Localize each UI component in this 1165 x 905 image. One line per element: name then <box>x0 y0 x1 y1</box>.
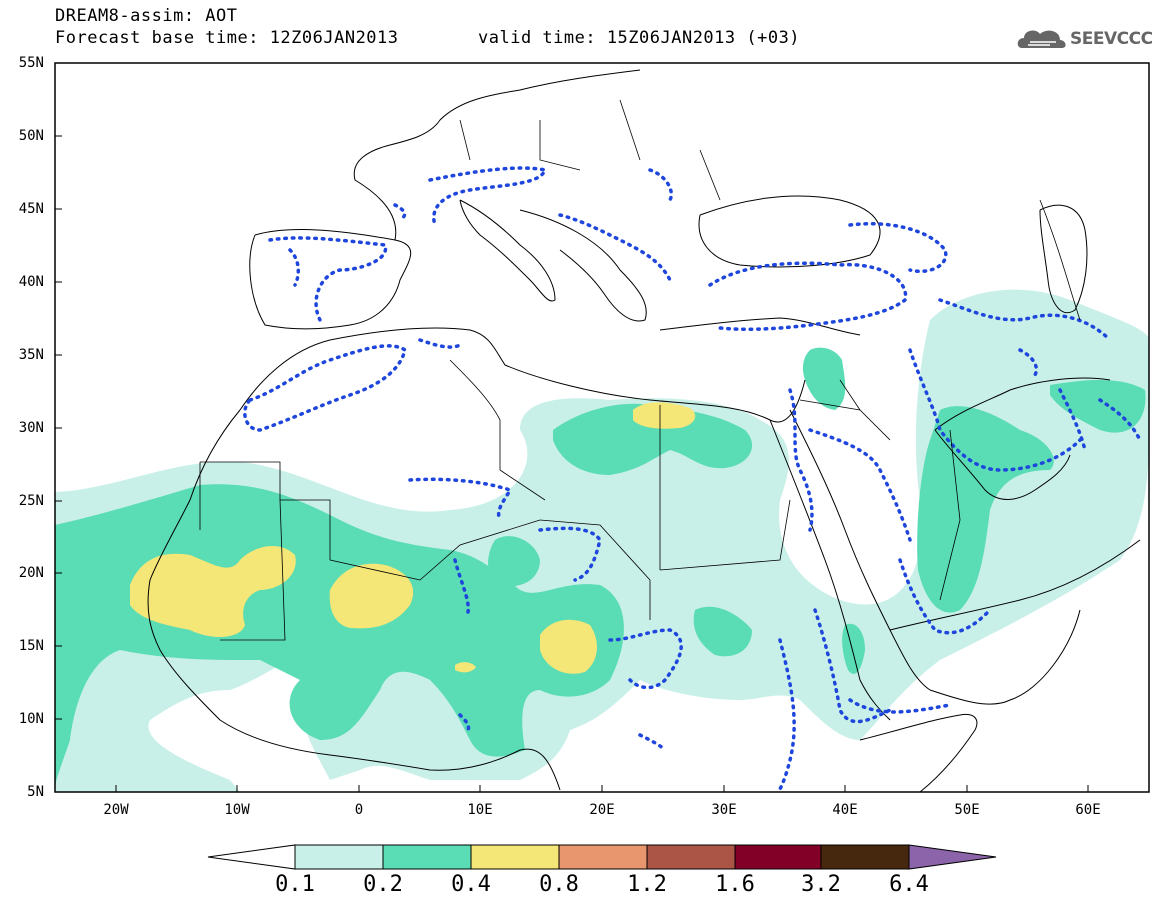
colorbar-label: 1.2 <box>627 872 667 897</box>
valid-time: valid time: 15Z06JAN2013 (+03) <box>478 28 801 48</box>
lon-label: 20E <box>589 802 615 818</box>
seevccc-logo-icon <box>1017 30 1066 48</box>
lat-label: 50N <box>18 128 44 144</box>
dotted-contours <box>243 166 1142 792</box>
map-title: DREAM8-assim: AOT <box>55 6 238 26</box>
country-borders <box>199 99 1081 641</box>
colorbar-label: 6.4 <box>889 872 929 897</box>
colorbar-label: 0.8 <box>539 872 579 897</box>
lon-label: 10W <box>224 802 250 818</box>
lat-label: 20N <box>18 565 44 581</box>
lat-label: 25N <box>18 493 44 509</box>
lat-label: 15N <box>18 638 44 654</box>
lat-label: 40N <box>18 274 44 290</box>
lon-label: 40E <box>832 802 858 818</box>
aot-contour-0.1 <box>55 289 1149 792</box>
lat-label: 35N <box>18 347 44 363</box>
lon-label: 20W <box>103 802 129 818</box>
lat-label: 5N <box>27 784 44 800</box>
lat-label: 30N <box>18 420 44 436</box>
lat-label: 55N <box>18 55 44 71</box>
colorbar <box>207 844 997 870</box>
lat-label: 10N <box>18 711 44 727</box>
lon-label: 30E <box>711 802 737 818</box>
aot-contour-0.4 <box>130 402 696 674</box>
lat-label: 45N <box>18 201 44 217</box>
colorbar-label: 0.2 <box>363 872 403 897</box>
logo-text: SEEVCCC <box>1070 29 1153 49</box>
lon-label: 50E <box>954 802 980 818</box>
colorbar-label: 0.1 <box>275 872 315 897</box>
axis-ticks <box>55 62 1089 792</box>
lon-label: 60E <box>1075 802 1101 818</box>
colorbar-label: 0.4 <box>451 872 491 897</box>
coastlines <box>147 69 1141 792</box>
lon-label: 0 <box>354 802 364 818</box>
lon-label: 10E <box>467 802 493 818</box>
colorbar-label: 3.2 <box>801 872 841 897</box>
colorbar-label: 1.6 <box>715 872 755 897</box>
forecast-base-time: Forecast base time: 12Z06JAN2013 <box>55 28 399 48</box>
